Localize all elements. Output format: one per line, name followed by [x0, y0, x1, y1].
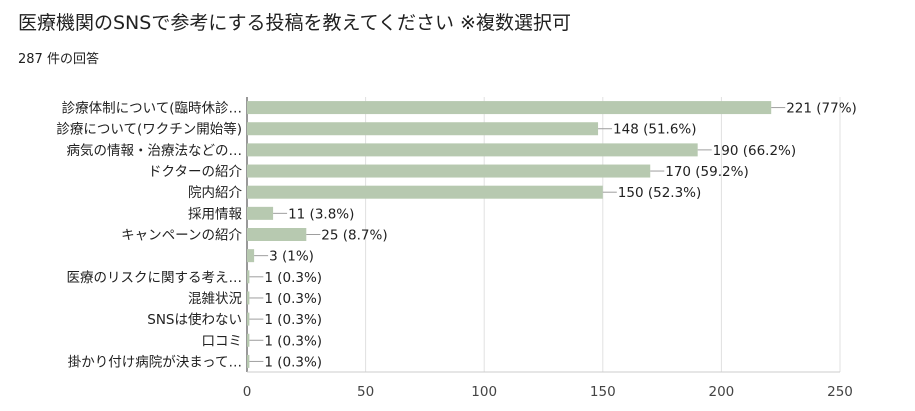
bar	[247, 122, 599, 136]
bar	[247, 185, 603, 199]
bar	[247, 333, 250, 347]
bar	[247, 228, 307, 241]
x-tick-label: 50	[357, 384, 374, 400]
data-label: 1 (0.3%)	[264, 333, 322, 349]
category-label: 採用情報	[188, 206, 242, 222]
x-tick-label: 0	[243, 384, 252, 400]
category-label: 掛かり付け病院が決まって…	[68, 354, 242, 370]
bar	[247, 291, 250, 305]
labels: 診療体制について(臨時休診… 221 (77%) 診療について(ワクチン開始等) 14…	[56, 100, 856, 371]
bar	[247, 312, 250, 326]
bar	[247, 164, 651, 178]
data-label: 1 (0.3%)	[264, 354, 322, 370]
data-label: 148 (51.6%)	[613, 122, 696, 138]
data-label: 25 (8.7%)	[321, 228, 387, 244]
response-count: 287 件の回答	[18, 52, 99, 67]
bar	[247, 206, 274, 220]
category-label: 口コミ	[202, 333, 243, 349]
bar	[247, 101, 772, 115]
data-label: 1 (0.3%)	[264, 291, 322, 307]
x-tick-label: 200	[709, 384, 735, 400]
data-label: 150 (52.3%)	[618, 185, 701, 201]
chart-title: 医療機関のSNSで参考にする投稿を教えてください ※複数選択可	[18, 12, 571, 34]
category-label: 病気の情報・治療法などの…	[67, 142, 243, 159]
bar	[247, 270, 250, 284]
x-tick-label: 150	[590, 384, 616, 400]
data-label: 1 (0.3%)	[264, 270, 322, 286]
data-label: 3 (1%)	[269, 249, 314, 265]
data-label: 11 (3.8%)	[288, 206, 354, 222]
category-label: 混雑状況	[188, 291, 242, 307]
category-label: 院内紹介	[188, 185, 242, 201]
data-label: 170 (59.2%)	[665, 164, 748, 180]
x-tick-label: 100	[471, 384, 497, 400]
data-label: 190 (66.2%)	[713, 143, 796, 159]
data-label: 1 (0.3%)	[264, 312, 322, 328]
data-label: 221 (77%)	[786, 101, 857, 117]
bar	[247, 249, 255, 263]
category-label: SNSは使わない	[147, 311, 242, 328]
category-label: 診療体制について(臨時休診…	[62, 100, 242, 117]
category-label: ドクターの紹介	[148, 164, 242, 180]
bar	[247, 354, 250, 368]
x-axis-ticks: 0 50 100 150 200 250	[243, 384, 853, 400]
category-label: 医療のリスクに関する考え…	[67, 269, 243, 286]
bar	[247, 143, 698, 157]
category-label: 診療について(ワクチン開始等)	[56, 121, 242, 138]
x-tick-label: 250	[827, 384, 853, 400]
category-label: キャンペーンの紹介	[121, 228, 242, 244]
bars	[247, 101, 772, 368]
